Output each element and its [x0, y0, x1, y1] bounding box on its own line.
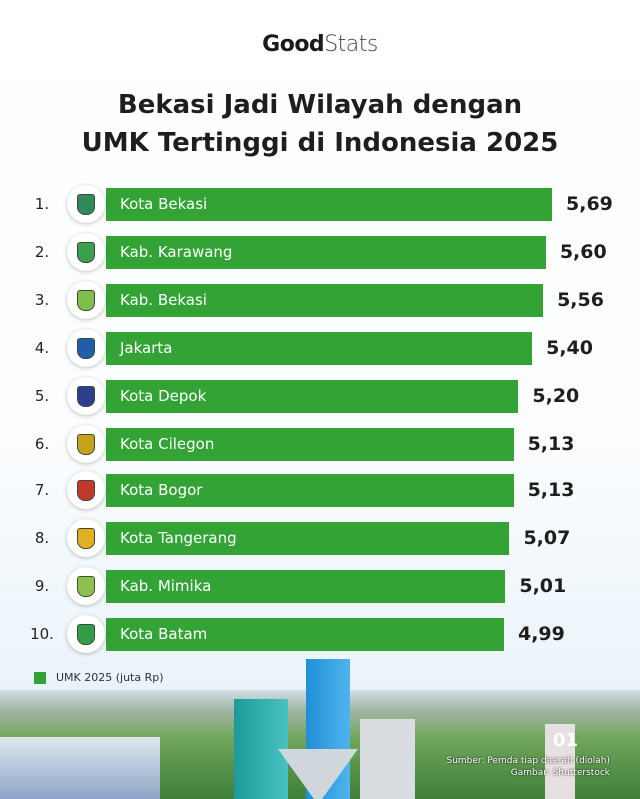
title-line-1: Bekasi Jadi Wilayah dengan: [117, 90, 523, 120]
bar: Kota Tangerang: [106, 522, 510, 555]
bar-category-label: Kota Bekasi: [120, 195, 208, 213]
bar: Kota Bogor: [106, 474, 514, 507]
bar-row: 7. Kota Bogor 5,13: [0, 471, 640, 509]
value-label: 5,60: [559, 241, 607, 263]
bar-row: 2. Kab. Karawang 5,60: [0, 233, 640, 271]
bar: Kota Cilegon: [106, 428, 514, 461]
rank-label: 10.: [30, 625, 54, 643]
bar-category-label: Kab. Karawang: [120, 243, 233, 261]
bar-row: 5. Kota Depok 5,20: [0, 377, 640, 415]
bar-row: 1. Kota Bekasi 5,69: [0, 185, 640, 223]
bar-row: 8. Kota Tangerang 5,07: [0, 519, 640, 557]
bar-category-label: Kota Tangerang: [120, 529, 237, 547]
value-label: 5,69: [566, 193, 613, 215]
region-emblem-icon: [67, 233, 105, 271]
source-text: Sumber: Pemda tiap daerah (diolah): [446, 756, 611, 766]
legend-swatch: [34, 671, 46, 684]
region-emblem-icon: [67, 471, 105, 509]
value-label: 5,20: [532, 385, 580, 407]
bar-row: 6. Kota Cilegon 5,13: [0, 425, 640, 463]
bar-category-label: Kota Batam: [120, 625, 208, 643]
bar: Kab. Mimika: [106, 570, 506, 603]
chart-title: Bekasi Jadi Wilayah dengan UMK Tertinggi…: [0, 86, 640, 162]
value-label: 5,13: [527, 479, 575, 501]
rank-label: 8.: [34, 529, 50, 547]
bar: Kab. Karawang: [106, 236, 546, 269]
rank-label: 5.: [34, 387, 50, 405]
region-emblem-icon: [67, 329, 105, 367]
city-skyline-photo: [0, 659, 640, 799]
region-emblem-icon: [67, 185, 105, 223]
rank-label: 4.: [34, 339, 50, 357]
bar-category-label: Kota Bogor: [120, 481, 203, 499]
image-credit: Gambar: Shutterstock: [510, 768, 610, 778]
bar: Kota Batam: [106, 618, 504, 651]
bar-row: 9. Kab. Mimika 5,01: [0, 567, 640, 605]
bar-category-label: Jakarta: [120, 339, 173, 357]
value-label: 5,56: [557, 289, 604, 311]
bar-category-label: Kab. Bekasi: [120, 291, 207, 309]
bar-row: 10. Kota Batam 4,99: [0, 615, 640, 653]
value-label: 4,99: [517, 623, 565, 645]
rank-label: 2.: [34, 243, 50, 261]
bar: Kota Depok: [106, 380, 519, 413]
bar-category-label: Kota Cilegon: [120, 435, 215, 453]
rank-label: 7.: [34, 481, 50, 499]
region-emblem-icon: [67, 615, 105, 653]
value-label: 5,01: [519, 575, 567, 597]
rank-label: 1.: [34, 195, 50, 213]
value-label: 5,40: [546, 337, 593, 359]
region-emblem-icon: [67, 567, 105, 605]
region-emblem-icon: [67, 377, 105, 415]
bar: Kota Bekasi: [106, 188, 552, 221]
page-number: 01: [552, 730, 578, 751]
rank-label: 9.: [34, 577, 50, 595]
rank-label: 3.: [34, 291, 50, 309]
title-line-2: UMK Tertinggi di Indonesia 2025: [81, 128, 559, 158]
goodstats-logo: GoodStats: [262, 32, 378, 57]
value-label: 5,13: [527, 433, 575, 455]
bar: Jakarta: [106, 332, 533, 365]
legend-label: UMK 2025 (juta Rp): [56, 671, 164, 684]
bar-category-label: Kab. Mimika: [120, 577, 212, 595]
value-label: 5,07: [523, 527, 571, 549]
bar-category-label: Kota Depok: [120, 387, 207, 405]
region-emblem-icon: [67, 425, 105, 463]
bar: Kab. Bekasi: [106, 284, 544, 317]
bar-row: 3. Kab. Bekasi 5,56: [0, 281, 640, 319]
legend: UMK 2025 (juta Rp): [34, 671, 164, 684]
region-emblem-icon: [67, 281, 105, 319]
bar-row: 4. Jakarta 5,40: [0, 329, 640, 367]
region-emblem-icon: [67, 519, 105, 557]
rank-label: 6.: [34, 435, 50, 453]
